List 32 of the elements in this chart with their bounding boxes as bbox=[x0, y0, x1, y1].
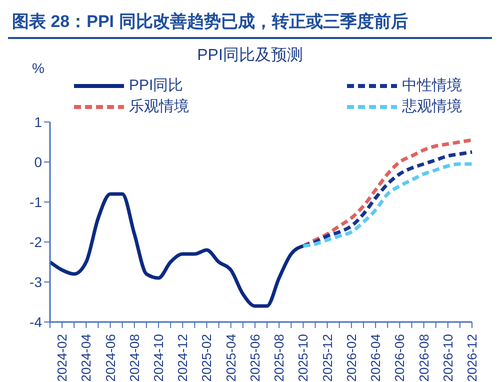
x-tick-label: 2025-10 bbox=[296, 334, 311, 382]
x-tick-label: 2026-02 bbox=[344, 334, 359, 382]
x-tick-label: 2026-04 bbox=[368, 334, 384, 382]
line-series bbox=[48, 192, 305, 308]
y-axis-title: % bbox=[32, 60, 44, 76]
x-tick-label: 2026-10 bbox=[440, 334, 456, 382]
legend-label: 乐观情境 bbox=[129, 97, 189, 116]
x-tick-label: 2024-06 bbox=[102, 334, 118, 382]
x-tick-label: 2026-06 bbox=[392, 334, 408, 382]
legend-label: 悲观情境 bbox=[402, 97, 462, 116]
x-tick-label: 2025-04 bbox=[223, 334, 238, 382]
x-tick-label: 2025-08 bbox=[272, 334, 287, 382]
y-tick-label: -4 bbox=[30, 314, 42, 330]
chart-title: 图表 28：PPI 同比改善趋势已成，转正或三季度前后 bbox=[8, 8, 492, 39]
x-tick-label: 2024-08 bbox=[126, 334, 142, 382]
legend-label: 中性情境 bbox=[402, 76, 462, 95]
y-tick-label: 0 bbox=[34, 154, 42, 170]
x-tick-label: 2024-10 bbox=[151, 334, 166, 382]
x-tick-label: 2024-02 bbox=[54, 334, 70, 382]
x-tick-label: 2025-06 bbox=[247, 334, 262, 382]
x-tick-label: 2026-08 bbox=[416, 334, 432, 382]
y-tick-label: -2 bbox=[30, 234, 42, 250]
y-tick-label: 1 bbox=[34, 114, 42, 130]
chart-subtitle: PPI同比及预测 bbox=[197, 47, 303, 64]
x-tick-label: 2024-12 bbox=[175, 334, 190, 382]
x-tick-label: 2024-04 bbox=[78, 334, 94, 382]
x-tick-label: 2025-02 bbox=[199, 334, 214, 382]
x-tick-label: 2026-12 bbox=[464, 334, 480, 382]
legend-label: PPI同比 bbox=[129, 76, 184, 95]
y-tick-label: -3 bbox=[30, 274, 42, 290]
x-tick-label: 2025-12 bbox=[320, 334, 335, 382]
y-tick-label: -1 bbox=[30, 194, 42, 210]
